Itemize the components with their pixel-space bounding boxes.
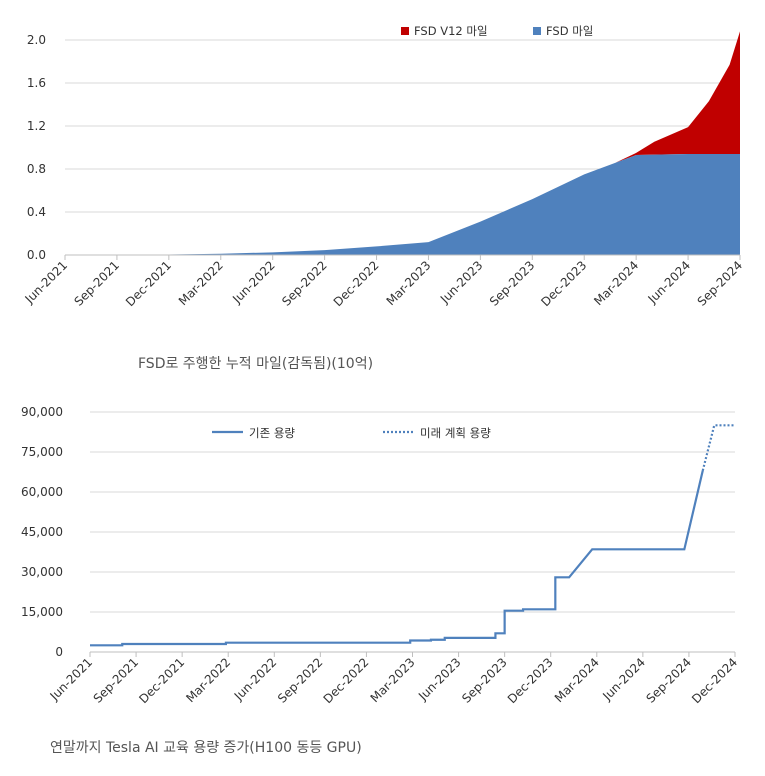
chart2-y-tick-label: 0: [55, 645, 63, 659]
chart2-x-tick-label: Mar-2022: [183, 655, 233, 705]
chart2-x-tick-label: Dec-2023: [505, 655, 556, 706]
chart1-legend-swatch-fsd: [533, 27, 541, 35]
chart2-y-tick-label: 30,000: [21, 565, 63, 579]
chart1-x-tick-label: Sep-2023: [487, 258, 538, 309]
chart1-x-tick-label: Jun-2022: [229, 258, 278, 307]
chart2-x-tick-label: Sep-2021: [91, 655, 142, 706]
chart1-x-tick-label: Mar-2024: [591, 258, 641, 308]
chart1-y-tick-label: 1.6: [27, 76, 46, 90]
chart1-x-tick-label: Jun-2023: [437, 258, 486, 307]
chart1-series-fsd-area: [65, 153, 740, 255]
chart2-series-existing-capacity-line: [90, 470, 704, 647]
chart2-title: 연말까지 Tesla AI 교육 용량 증가(H100 동등 GPU): [50, 740, 362, 756]
chart2-legend-label-planned: 미래 계획 용량: [420, 426, 491, 440]
chart1-x-tick-label: Dec-2021: [123, 258, 174, 309]
chart1-x-tick-label: Mar-2023: [384, 258, 434, 308]
chart1-legend-label-fsd: FSD 마일: [546, 24, 593, 38]
chart1-x-tick-label: Sep-2024: [695, 258, 746, 309]
chart1-x-tick-label: Dec-2022: [331, 258, 382, 309]
chart2-x-tick-label: Jun-2024: [599, 655, 648, 704]
chart1-x-tick-label: Dec-2023: [538, 258, 589, 309]
chart1-y-tick-label: 2.0: [27, 33, 46, 47]
chart1-x-tick-label: Mar-2022: [176, 258, 226, 308]
chart2-y-tick-label: 15,000: [21, 605, 63, 619]
chart2-x-tick-label: Dec-2021: [136, 655, 187, 706]
chart1-legend-swatch-fsd-v12: [401, 27, 409, 35]
chart2-y-tick-label: 75,000: [21, 445, 63, 459]
chart1-y-tick-label: 0.4: [27, 205, 46, 219]
chart2-x-tick-label: Dec-2024: [689, 655, 740, 706]
chart2-x-tick-label: Sep-2024: [643, 655, 694, 706]
chart2-x-tick-label: Mar-2024: [552, 655, 602, 705]
chart2-legend-label-existing: 기존 용량: [249, 426, 295, 440]
chart2-x-tick-label: Dec-2022: [321, 655, 372, 706]
chart2-x-tick-label: Sep-2023: [459, 655, 510, 706]
chart1-series-fsd-v12-area: [615, 31, 740, 163]
chart2-y-tick-label: 90,000: [21, 405, 63, 419]
chart2-x-tick-label: Jun-2023: [415, 655, 464, 704]
chart1-y-tick-label: 1.2: [27, 119, 46, 133]
chart1-title: FSD로 주행한 누적 마일(감독됨)(10억): [138, 356, 373, 372]
chart1-x-tick-label: Jun-2021: [22, 258, 71, 307]
chart2-x-tick-label: Jun-2022: [231, 655, 280, 704]
chart2-x-tick-label: Jun-2021: [47, 655, 96, 704]
chart1-x-tick-label: Jun-2024: [645, 258, 694, 307]
chart2-y-tick-label: 60,000: [21, 485, 63, 499]
chart1-y-tick-label: 0.8: [27, 162, 46, 176]
chart1-legend-label-fsd-v12: FSD V12 마일: [414, 24, 488, 38]
chart1-x-tick-label: Sep-2022: [279, 258, 330, 309]
chart1-y-tick-label: 0.0: [27, 248, 46, 262]
chart2-x-tick-label: Mar-2023: [368, 655, 418, 705]
chart2-series-planned-capacity-line: [701, 424, 735, 471]
chart1-x-tick-label: Sep-2021: [71, 258, 122, 309]
chart2-x-tick-label: Sep-2022: [275, 655, 326, 706]
chart2-y-tick-label: 45,000: [21, 525, 63, 539]
